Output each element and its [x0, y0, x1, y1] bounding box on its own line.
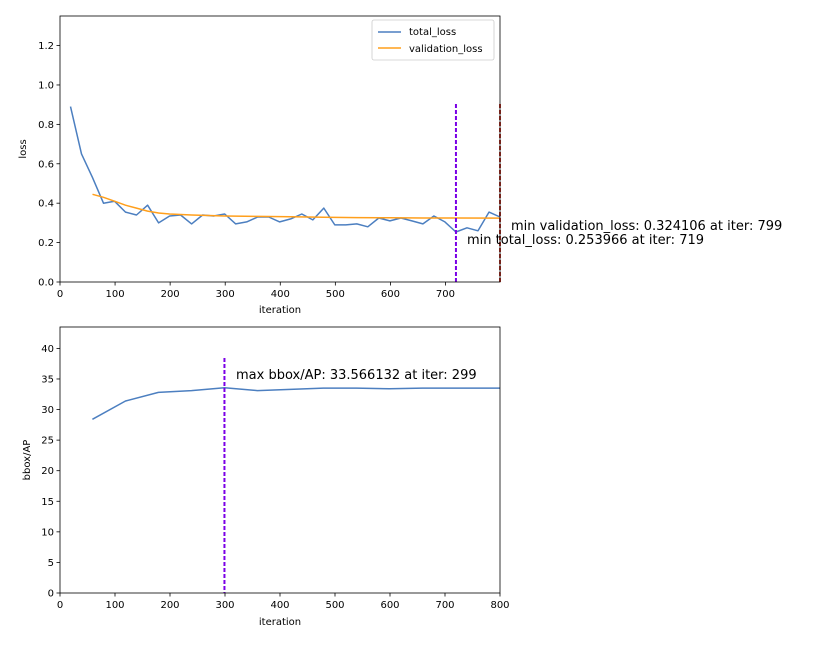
- loss-x-axis-label: iteration: [259, 305, 301, 316]
- bbox-ap-y-tick-label: 30: [41, 405, 54, 416]
- loss-x-tick-label: 400: [271, 289, 290, 300]
- loss-y-tick-label: 1.0: [38, 80, 54, 91]
- loss-y-tick-label: 1.2: [38, 41, 54, 52]
- loss-legend: total_loss validation_loss: [371, 19, 495, 61]
- loss-y-tick-label: 0.8: [38, 120, 54, 131]
- loss-x-tick-label: 300: [216, 289, 235, 300]
- annotation-max-bbox-ap: max bbox/AP: 33.566132 at iter: 299: [236, 368, 477, 383]
- bbox-ap-y-tick-label: 15: [41, 497, 54, 508]
- loss-x-tick-label: 200: [161, 289, 180, 300]
- loss-chart: 0 100 200 300 400 500 600 700 0.0 0.2 0.4 0.6 0.8 1.0…: [18, 15, 782, 316]
- bbox-ap-plot-frame: [59, 326, 501, 594]
- loss-y-axis-label: loss: [18, 139, 29, 158]
- loss-x-tick-label: 0: [57, 289, 63, 300]
- loss-x-tick-label: 600: [381, 289, 400, 300]
- bbox-ap-x-tick-label: 0: [57, 600, 63, 611]
- legend-entry-validation-loss: validation_loss: [409, 44, 483, 55]
- bbox-ap-y-tick-label: 5: [48, 558, 54, 569]
- bbox-ap-y-tick-label: 35: [41, 374, 54, 385]
- bbox-ap-x-tick-label: 400: [270, 600, 289, 611]
- bbox-ap-x-axis-label: iteration: [259, 617, 301, 628]
- loss-y-tick-label: 0.0: [38, 278, 54, 289]
- bbox-ap-x-tick-label: 100: [105, 600, 124, 611]
- loss-y-tick-label: 0.2: [38, 238, 54, 249]
- loss-y-tick-label: 0.4: [38, 199, 54, 210]
- bbox-ap-x-tick-label: 200: [160, 600, 179, 611]
- bbox-ap-y-tick-label: 20: [41, 466, 54, 477]
- bbox-ap-y-tick-label: 25: [41, 436, 54, 447]
- bbox-ap-y-tick-label: 10: [41, 527, 54, 538]
- annotation-min-total-loss: min total_loss: 0.253966 at iter: 719: [467, 233, 704, 248]
- annotation-min-validation-loss: min validation_loss: 0.324106 at iter: 7…: [511, 219, 782, 234]
- bbox-ap-x-tick-label: 600: [380, 600, 399, 611]
- loss-series-validation-loss-line: [92, 193, 501, 219]
- loss-x-tick-label: 500: [326, 289, 345, 300]
- loss-x-tick-label: 100: [106, 289, 125, 300]
- legend-box: [371, 19, 495, 61]
- loss-x-tick-label: 700: [436, 289, 455, 300]
- bbox-ap-y-axis-label: bbox/AP: [22, 440, 33, 481]
- loss-y-tick-label: 0.6: [38, 159, 54, 170]
- bbox-ap-x-tick-label: 500: [325, 600, 344, 611]
- bbox-ap-x-tick-label: 300: [215, 600, 234, 611]
- bbox-ap-y-tick-label: 0: [48, 589, 54, 600]
- bbox-ap-chart: 0 100 200 300 400 500 600 700 800 0 5 10 15 20 25 30 35 4…: [22, 326, 510, 628]
- loss-series-total-loss-line: [69, 106, 501, 233]
- bbox-ap-x-tick-label: 800: [490, 600, 509, 611]
- bbox-ap-series-1-line: [92, 386, 500, 420]
- legend-entry-total-loss: total_loss: [409, 27, 456, 38]
- bbox-ap-x-tick-label: 700: [435, 600, 454, 611]
- bbox-ap-y-tick-label: 40: [41, 344, 54, 355]
